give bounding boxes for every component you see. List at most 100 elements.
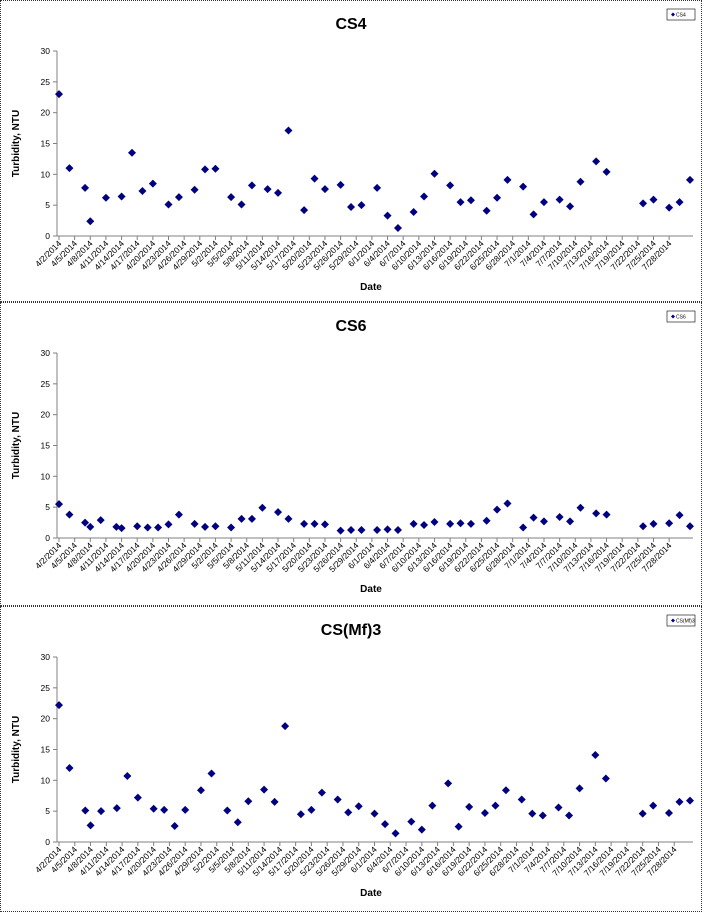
chart-panel-cs6: CS6 CS6 0 5 10 15 20 25 30 4/2/2014 4/5/2014 4/8/20… bbox=[0, 302, 702, 606]
data-point bbox=[174, 193, 183, 202]
data-point bbox=[665, 203, 674, 212]
data-point bbox=[354, 802, 363, 811]
data-point bbox=[81, 806, 90, 815]
data-point bbox=[649, 801, 658, 810]
data-point bbox=[336, 180, 345, 189]
y-tick-label: 15 bbox=[41, 139, 51, 149]
data-point bbox=[223, 806, 232, 815]
data-point bbox=[300, 519, 309, 528]
y-axis-title: Turbidity, NTU bbox=[11, 716, 22, 783]
data-point bbox=[430, 169, 439, 178]
chart-cs6: CS6CS60510152025304/2/20144/5/20144/8/20… bbox=[11, 310, 696, 595]
chart-csmf3: CS(Mf)3CS(Mf)30510152025304/2/20144/5/20… bbox=[11, 614, 696, 899]
data-point bbox=[555, 195, 564, 204]
data-point bbox=[539, 517, 548, 526]
data-point bbox=[393, 525, 402, 534]
data-point bbox=[417, 825, 426, 834]
data-point bbox=[112, 804, 121, 813]
y-tick-label: 10 bbox=[41, 169, 51, 179]
data-point bbox=[592, 157, 601, 166]
data-point bbox=[196, 786, 205, 795]
data-point bbox=[307, 805, 316, 814]
data-point bbox=[391, 829, 400, 838]
data-point bbox=[123, 772, 132, 781]
data-point bbox=[592, 509, 601, 518]
data-point bbox=[227, 523, 236, 532]
chart-title: CS4 bbox=[335, 16, 366, 33]
data-point bbox=[456, 519, 465, 528]
legend-label: CS(Mf)3 bbox=[676, 619, 695, 625]
data-point bbox=[373, 183, 382, 192]
data-point bbox=[601, 774, 610, 783]
data-point bbox=[211, 164, 220, 173]
data-point bbox=[333, 795, 342, 804]
data-point bbox=[639, 199, 648, 208]
data-point bbox=[639, 522, 648, 531]
data-point bbox=[317, 788, 326, 797]
data-point bbox=[164, 200, 173, 209]
data-point bbox=[117, 192, 126, 201]
data-point bbox=[190, 185, 199, 194]
data-point bbox=[675, 511, 684, 520]
data-point bbox=[675, 797, 684, 806]
y-tick-label: 25 bbox=[41, 683, 51, 693]
y-tick-label: 20 bbox=[41, 108, 51, 118]
data-point bbox=[310, 519, 319, 528]
y-tick-label: 10 bbox=[41, 471, 51, 481]
data-point bbox=[566, 202, 575, 211]
y-tick-label: 15 bbox=[41, 745, 51, 755]
data-point bbox=[420, 521, 429, 530]
data-point bbox=[456, 198, 465, 207]
data-point bbox=[133, 793, 142, 802]
data-point bbox=[675, 198, 684, 207]
data-point bbox=[465, 802, 474, 811]
data-point bbox=[370, 809, 379, 818]
data-point bbox=[128, 148, 137, 157]
data-point bbox=[602, 510, 611, 519]
data-point bbox=[274, 508, 283, 517]
data-point bbox=[482, 516, 491, 525]
legend: CS6 bbox=[666, 310, 696, 323]
data-point bbox=[686, 522, 694, 531]
data-point bbox=[201, 165, 210, 174]
data-point bbox=[237, 514, 246, 523]
data-point bbox=[274, 188, 283, 197]
data-point bbox=[554, 803, 563, 812]
y-tick-label: 5 bbox=[45, 502, 50, 512]
data-point bbox=[491, 801, 500, 810]
data-point bbox=[529, 210, 538, 219]
data-point bbox=[112, 522, 121, 531]
y-tick-label: 15 bbox=[41, 441, 51, 451]
chart-panel-csmf3: CS(Mf)3 CS(Mf)3 0 5 10 15 20 25 30 4/2/2014 4/5/20… bbox=[0, 606, 702, 912]
data-point bbox=[86, 821, 95, 830]
data-point bbox=[576, 503, 585, 512]
data-point bbox=[519, 182, 528, 191]
legend-label: CS4 bbox=[676, 13, 686, 19]
data-point bbox=[347, 203, 356, 212]
data-point bbox=[174, 510, 183, 519]
data-point bbox=[97, 807, 106, 816]
chart-cs4: CS4CS40510152025304/2/20144/5/20144/8/20… bbox=[11, 8, 696, 293]
data-point bbox=[55, 500, 63, 509]
chart-title: CS6 bbox=[335, 318, 366, 335]
data-point bbox=[503, 175, 512, 184]
data-point bbox=[576, 177, 585, 186]
series-cs4 bbox=[55, 90, 694, 232]
data-point bbox=[373, 525, 382, 534]
data-point bbox=[529, 513, 538, 522]
legend: CS4 bbox=[666, 8, 696, 21]
data-point bbox=[357, 525, 366, 534]
data-point bbox=[133, 522, 142, 531]
series-csmf3 bbox=[55, 701, 694, 838]
data-point bbox=[148, 179, 157, 188]
data-point bbox=[55, 701, 63, 710]
data-point bbox=[237, 200, 246, 209]
data-point bbox=[538, 811, 547, 820]
data-point bbox=[300, 206, 309, 215]
data-point bbox=[528, 809, 537, 818]
data-point bbox=[493, 193, 502, 202]
y-tick-label: 30 bbox=[41, 348, 51, 358]
data-point bbox=[493, 505, 502, 514]
y-axis-title: Turbidity, NTU bbox=[11, 412, 22, 479]
data-point bbox=[164, 520, 173, 529]
